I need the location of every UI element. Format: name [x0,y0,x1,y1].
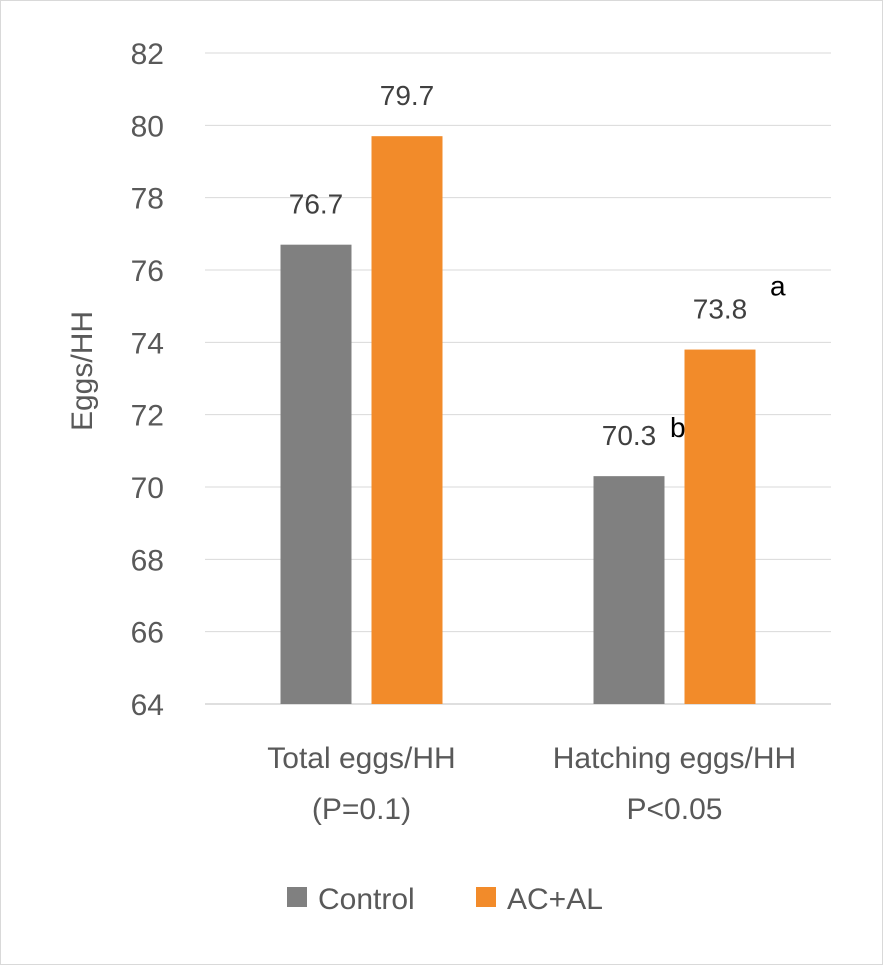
y-tick-label: 72 [131,400,164,433]
bar-ac-al [371,136,443,704]
data-label: 76.7 [289,189,344,220]
y-tick-label: 66 [131,617,164,650]
bars [280,136,756,704]
data-label: 79.7 [380,80,435,111]
category-sublabel: (P=0.1) [312,793,411,826]
legend: Control AC+AL [287,883,603,916]
legend-label: AC+AL [507,883,603,916]
bar-ac-al [684,349,756,704]
significance-letter: b [670,412,686,443]
y-tick-label: 82 [131,38,164,71]
bar-control [593,476,665,704]
category-label: Hatching eggs/HH [553,742,796,775]
y-tick-label: 70 [131,472,164,505]
y-tick-label: 80 [131,110,164,143]
data-label: 73.8 [693,294,748,325]
y-tick-label: 76 [131,255,164,288]
y-tick-label: 74 [131,327,164,360]
y-tick-label: 68 [131,544,164,577]
legend-label: Control [318,883,415,916]
data-labels: 76.7 79.7 70.3 b 73.8 a [289,80,786,451]
y-axis-ticks: 64 66 68 70 72 74 76 78 80 82 [131,38,164,722]
y-axis-label: Eggs/HH [66,311,99,431]
data-label: 70.3 [602,420,657,451]
significance-letter: a [770,271,786,302]
category-sublabel: P<0.05 [627,793,723,826]
y-tick-label: 78 [131,183,164,216]
x-axis-categories: Total eggs/HH (P=0.1) Hatching eggs/HH P<0.… [267,742,796,826]
category-label: Total eggs/HH [267,742,455,775]
legend-swatch [476,887,496,907]
bar-control [280,244,352,704]
y-tick-label: 64 [131,689,164,722]
legend-swatch [287,887,307,907]
